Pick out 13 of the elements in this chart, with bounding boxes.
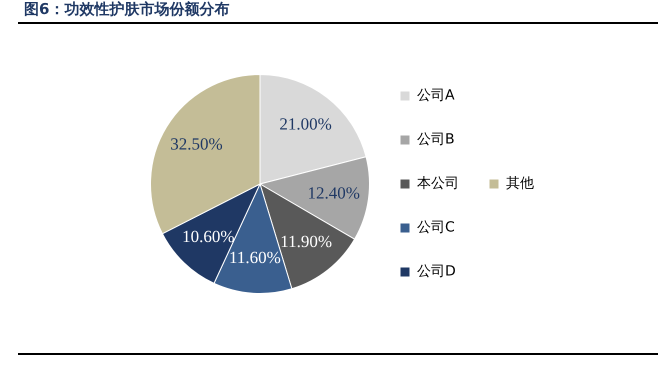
legend-label: 公司D — [417, 264, 456, 280]
legend-label: 其他 — [506, 176, 534, 192]
data-label: 10.60% — [182, 227, 235, 246]
data-label: 11.60% — [228, 248, 281, 267]
legend-label: 本公司 — [417, 176, 459, 192]
data-label: 21.00% — [279, 114, 332, 134]
legend-label: 公司C — [417, 220, 455, 236]
legend-label: 公司B — [417, 132, 455, 148]
data-label: 11.90% — [280, 232, 332, 251]
data-label: 12.40% — [308, 184, 360, 203]
data-label: 32.50% — [170, 134, 223, 154]
legend-label: 公司A — [417, 88, 455, 104]
chart-title: 图6：功效性护肤市场份额分布 — [24, 0, 230, 19]
